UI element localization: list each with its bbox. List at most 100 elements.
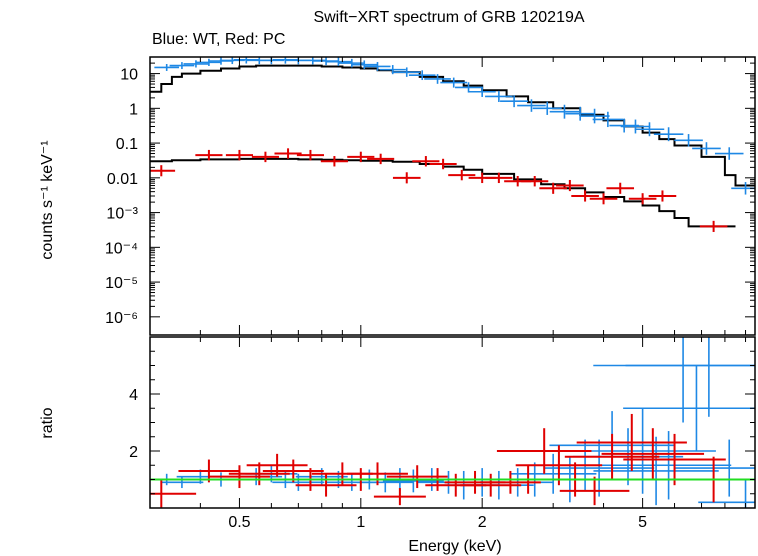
- data-points: [150, 57, 755, 232]
- spectrum-point-0-0: [154, 63, 180, 71]
- ratio-point-1-19: [496, 428, 592, 474]
- x-axis-label: Energy (keV): [408, 538, 501, 555]
- y-tick-label: 4: [129, 387, 138, 404]
- ratio-point-1-25: [601, 428, 705, 480]
- y-tick-label: 10⁻⁴: [105, 240, 138, 257]
- spectrum-point-0-29: [565, 106, 595, 121]
- ratio-point-1-11: [373, 488, 426, 506]
- spectrum-point-1-21: [606, 182, 635, 194]
- ratio-point-1-0: [150, 479, 197, 508]
- spectrum-point-0-38: [714, 147, 744, 160]
- y-tick-label: 10⁻⁶: [105, 310, 138, 327]
- spectrum-point-0-36: [674, 134, 703, 147]
- y-tick-label: 0.1: [116, 136, 138, 153]
- ratio-point-1-22: [559, 476, 630, 506]
- x-tick-label: 2: [478, 514, 487, 531]
- ratio-point-0-24: [509, 453, 597, 494]
- spectrum-point-1-24: [699, 220, 728, 232]
- ratio-point-1-23: [564, 433, 660, 480]
- ratio-point-0-33: [593, 337, 755, 423]
- ratio-point-0-35: [625, 337, 755, 417]
- bottom-panel: 0.5 1 2 5 2 4 ratio Energy (keV): [39, 336, 756, 555]
- top-panel: 10 1 0.1 0.01 10⁻³ 10⁻⁴ 10⁻⁵ 10⁻⁶ counts s⁻¹ ke…: [39, 56, 756, 336]
- spectrum-point-0-24: [485, 90, 513, 102]
- spectrum-point-0-17: [379, 65, 406, 75]
- spectrum-point-1-14: [485, 172, 513, 184]
- spectrum-point-1-18: [556, 179, 584, 192]
- x-tick-label: 0.5: [228, 514, 250, 531]
- spectrum-point-1-6: [320, 156, 348, 167]
- spectrum-point-1-4: [274, 148, 302, 159]
- spectrum-point-1-23: [648, 190, 677, 202]
- ratio-points: [150, 337, 755, 508]
- spectrum-point-1-11: [429, 158, 457, 170]
- spectrum-point-1-8: [367, 153, 395, 165]
- x-tick-label: 1: [356, 514, 365, 531]
- model-curves: [150, 64, 755, 228]
- spectrum-point-0-25: [500, 95, 529, 108]
- chart-subtitle: Blue: WT, Red: PC: [152, 31, 285, 48]
- spectrum-point-1-2: [225, 149, 253, 161]
- spectrum-point-1-19: [571, 190, 599, 202]
- ratio-point-0-16: [382, 469, 444, 493]
- spectrum-point-0-26: [517, 99, 546, 112]
- spectrum-point-0-27: [532, 101, 562, 115]
- ratio-point-0-31: [593, 436, 719, 506]
- spectrum-point-1-10: [412, 156, 440, 167]
- spectrum-point-0-28: [549, 104, 580, 119]
- y-tick-label: 2: [129, 444, 138, 461]
- spectrum-point-0-33: [620, 119, 651, 134]
- spectrum-point-0-35: [653, 127, 684, 142]
- ratio-point-1-26: [623, 433, 726, 486]
- ratio-point-1-2: [208, 465, 270, 489]
- ratio-point-1-16: [460, 473, 522, 497]
- ratio-point-0-27: [543, 439, 655, 497]
- spectrum-point-0-3: [196, 58, 222, 66]
- bottom-axes: 0.5 1 2 5 2 4: [129, 336, 756, 531]
- spectrum-point-0-2: [183, 60, 209, 68]
- spectrum-point-0-31: [592, 111, 624, 128]
- spectrum-point-0-1: [169, 62, 195, 70]
- ratio-point-1-10: [347, 462, 408, 486]
- top-axes: 10 1 0.1 0.01 10⁻³ 10⁻⁴ 10⁻⁵ 10⁻⁶: [105, 56, 756, 336]
- spectrum-point-1-0: [150, 165, 176, 177]
- spectrum-point-1-16: [521, 175, 549, 187]
- spectrum-point-0-37: [692, 142, 721, 155]
- spectrum-point-0-22: [455, 82, 483, 93]
- spectrum-point-1-7: [347, 151, 375, 163]
- ratio-point-1-7: [295, 473, 357, 497]
- spectrum-point-0-16: [364, 62, 391, 71]
- spectrum-point-0-21: [440, 77, 468, 88]
- y-tick-label: 0.01: [107, 171, 138, 188]
- spectrum-point-1-17: [539, 182, 567, 194]
- chart-title: Swift−XRT spectrum of GRB 120219A: [313, 9, 584, 26]
- spectrum-point-0-15: [351, 60, 378, 70]
- ratio-point-1-24: [576, 413, 687, 471]
- top-y-axis-label: counts s⁻¹ keV⁻¹: [39, 140, 56, 259]
- spectrum-point-0-19: [408, 70, 436, 81]
- spectrum-point-1-12: [448, 169, 476, 181]
- spectrum-point-0-30: [579, 108, 610, 124]
- x-tick-label: 5: [638, 514, 647, 531]
- y-tick-label: 1: [129, 101, 138, 118]
- y-tick-label: 10⁻³: [106, 206, 138, 223]
- spectrum-point-1-22: [628, 193, 657, 205]
- spectrum-point-1-1: [195, 149, 223, 161]
- spectrum-point-1-20: [589, 193, 618, 205]
- spectrum-point-1-3: [251, 151, 279, 163]
- spectrum-point-0-23: [468, 86, 496, 97]
- spectrum-point-0-32: [609, 118, 639, 133]
- ratio-point-1-17: [479, 470, 541, 494]
- spectrum-point-1-5: [296, 149, 324, 161]
- spectrum-point-0-18: [393, 67, 420, 77]
- spectrum-point-0-34: [634, 122, 665, 137]
- spectrum-point-1-9: [392, 172, 421, 184]
- ratio-point-1-4: [246, 453, 308, 477]
- ratio-point-0-34: [623, 365, 755, 451]
- spectrum-point-0-13: [325, 57, 352, 66]
- spectrum-point-0-20: [424, 74, 451, 84]
- bottom-y-axis-label: ratio: [39, 407, 56, 438]
- y-tick-label: 10: [120, 67, 138, 84]
- y-tick-label: 10⁻⁵: [105, 275, 138, 292]
